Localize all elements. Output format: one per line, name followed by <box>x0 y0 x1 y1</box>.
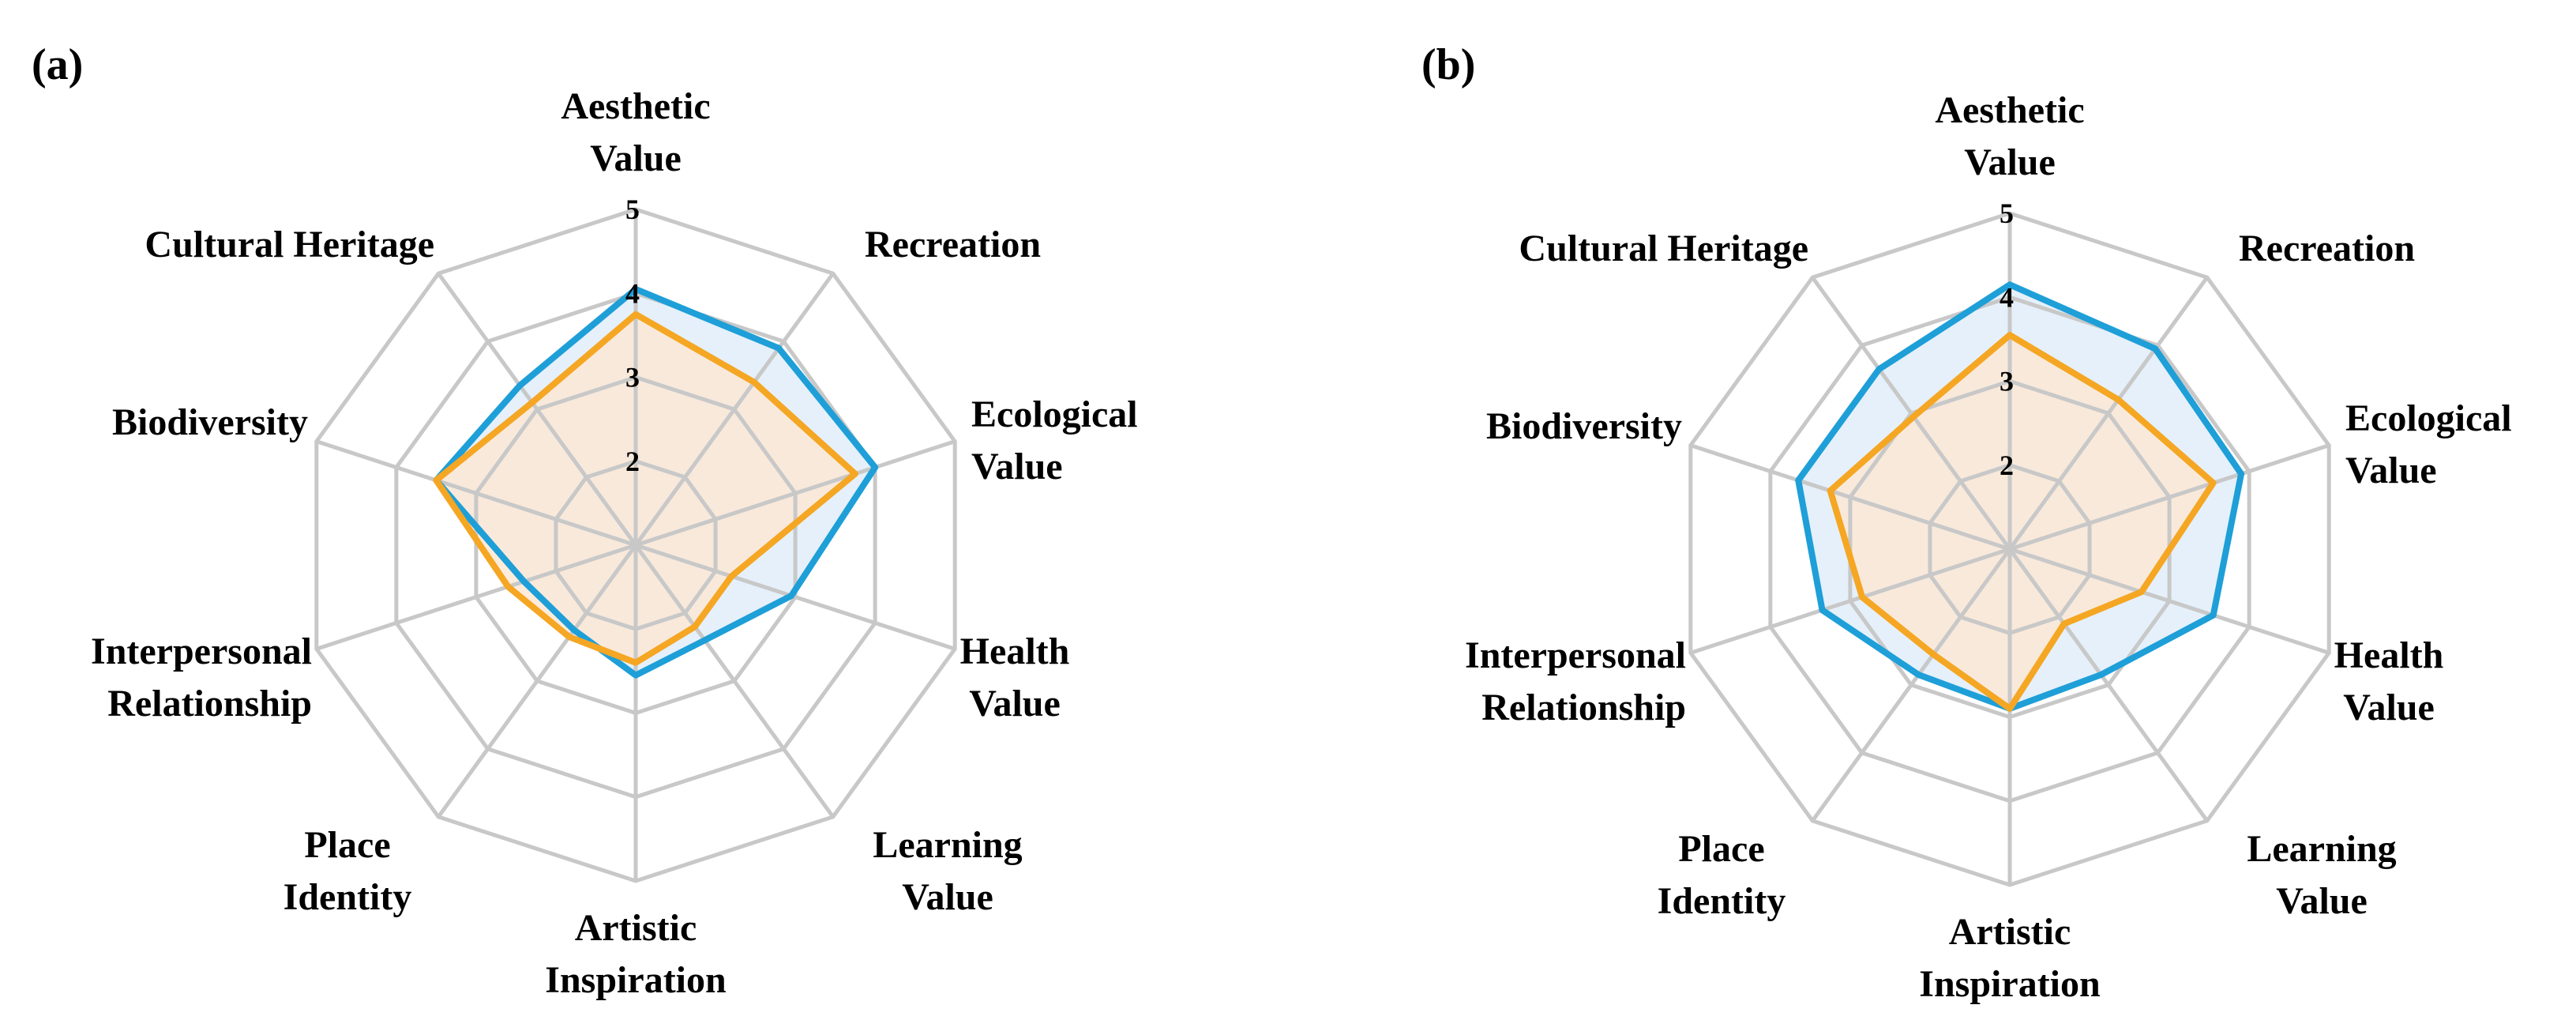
category-label: Recreation <box>865 224 1041 265</box>
category-label: Learning Value <box>873 824 1022 918</box>
grid-spoke <box>2009 547 2330 655</box>
category-label: Ecological Value <box>971 393 1138 487</box>
grid-spoke <box>635 543 956 651</box>
category-label: Health Value <box>960 630 1070 724</box>
category-label: Artistic Inspiration <box>545 907 726 1001</box>
category-label: Recreation <box>2239 228 2415 269</box>
panel-label: (b) <box>1421 40 1475 89</box>
grid-spoke <box>1690 547 2011 655</box>
grid-spoke <box>2007 276 2209 551</box>
radar-panel-b: (b) 2 3 4 5 Aesthetic Value Recreation Ecologica… <box>1421 40 2512 1005</box>
category-label: Interpersonal Relationship <box>91 630 312 724</box>
category-label: Biodiversity <box>1486 405 1682 447</box>
tick-label: 5 <box>625 194 640 225</box>
grid-spoke <box>633 272 835 547</box>
grid-spoke <box>633 544 835 819</box>
tick-label: 4 <box>2000 281 2014 313</box>
radar-panel-a: (a) 2 3 4 5 Aesthetic Value Recreation Ecologica… <box>32 40 1138 1001</box>
grid-spoke <box>316 543 636 651</box>
category-label: Cultural Heritage <box>145 224 434 265</box>
category-label: Aesthetic Value <box>1935 89 2084 183</box>
grid-spoke <box>437 272 638 547</box>
grid-spoke <box>1811 276 2012 551</box>
tick-label: 2 <box>2000 450 2014 481</box>
category-label: Place Identity <box>1658 828 1786 922</box>
grid-spoke <box>1811 548 2012 822</box>
grid-spoke <box>2007 548 2209 822</box>
category-label: Health Value <box>2334 634 2444 728</box>
grid-spoke <box>635 439 956 548</box>
panel-label: (a) <box>32 40 83 89</box>
grid-spoke <box>316 439 636 548</box>
category-label: Artistic Inspiration <box>1919 911 2100 1005</box>
category-label: Learning Value <box>2247 828 2396 922</box>
category-label: Biodiversity <box>112 401 308 443</box>
category-label: Place Identity <box>284 824 412 918</box>
category-label: Cultural Heritage <box>1519 228 1808 269</box>
category-label: Interpersonal Relationship <box>1465 634 1686 728</box>
tick-label: 4 <box>625 277 640 309</box>
tick-label: 5 <box>2000 198 2014 229</box>
category-label: Aesthetic Value <box>561 85 710 179</box>
grid-spoke <box>1690 443 2011 551</box>
category-label: Ecological Value <box>2345 397 2512 491</box>
tick-label: 3 <box>2000 366 2014 397</box>
grid-spoke <box>2009 443 2330 551</box>
tick-label: 3 <box>625 362 640 393</box>
tick-label: 2 <box>625 446 640 477</box>
grid-spoke <box>437 544 638 819</box>
